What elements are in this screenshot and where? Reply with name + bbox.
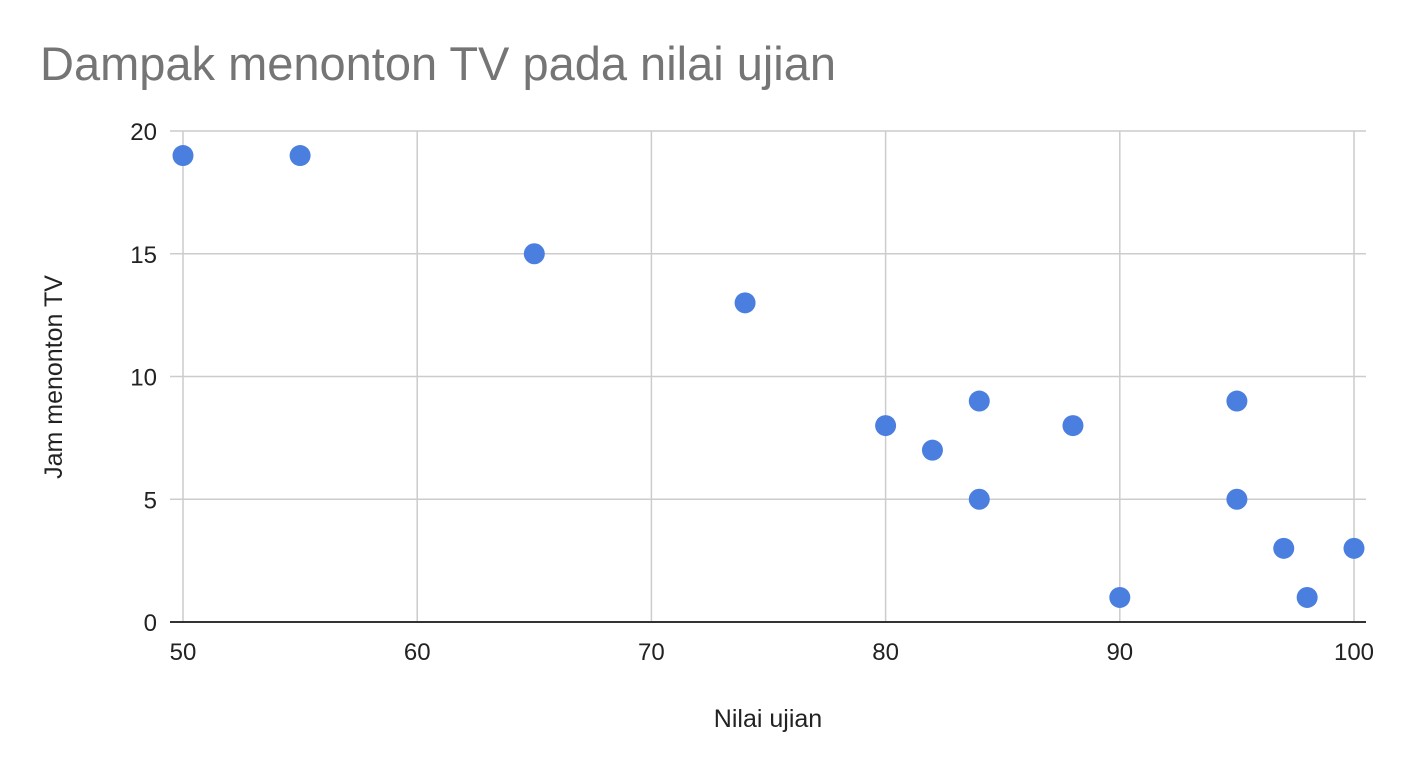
y-axis-ticks: 0 5 10 15 20 xyxy=(130,119,157,637)
x-tick-label: 70 xyxy=(638,639,665,666)
x-axis-title: Nilai ujian xyxy=(714,705,822,733)
x-tick-label: 90 xyxy=(1106,639,1133,666)
data-point xyxy=(968,488,990,510)
y-axis-title: Jam menonton TV xyxy=(40,275,68,479)
data-point xyxy=(1343,537,1365,559)
data-point xyxy=(1226,488,1248,510)
data-point xyxy=(1273,537,1295,559)
y-tick-label: 15 xyxy=(130,242,157,269)
data-point xyxy=(172,145,194,167)
y-tick-label: 5 xyxy=(144,487,157,514)
y-tick-label: 0 xyxy=(144,610,157,637)
data-point xyxy=(1296,586,1318,608)
data-point xyxy=(921,439,943,461)
data-point xyxy=(875,415,897,437)
x-tick-label: 60 xyxy=(404,639,431,666)
y-tick-label: 20 xyxy=(130,119,157,146)
grid-lines xyxy=(170,130,1366,622)
x-tick-label: 100 xyxy=(1334,639,1374,666)
chart-title: Dampak menonton TV pada nilai ujian xyxy=(40,37,836,90)
data-point xyxy=(968,390,990,412)
data-point xyxy=(289,145,311,167)
data-points xyxy=(172,145,1365,608)
x-axis-ticks: 50 60 70 80 90 100 xyxy=(170,639,1374,666)
data-point xyxy=(1109,586,1131,608)
data-point xyxy=(1226,390,1248,412)
y-tick-label: 10 xyxy=(130,365,157,392)
x-tick-label: 80 xyxy=(872,639,899,666)
x-tick-label: 50 xyxy=(170,639,197,666)
data-point xyxy=(734,292,756,314)
data-point xyxy=(1062,415,1084,437)
data-point xyxy=(523,243,545,265)
